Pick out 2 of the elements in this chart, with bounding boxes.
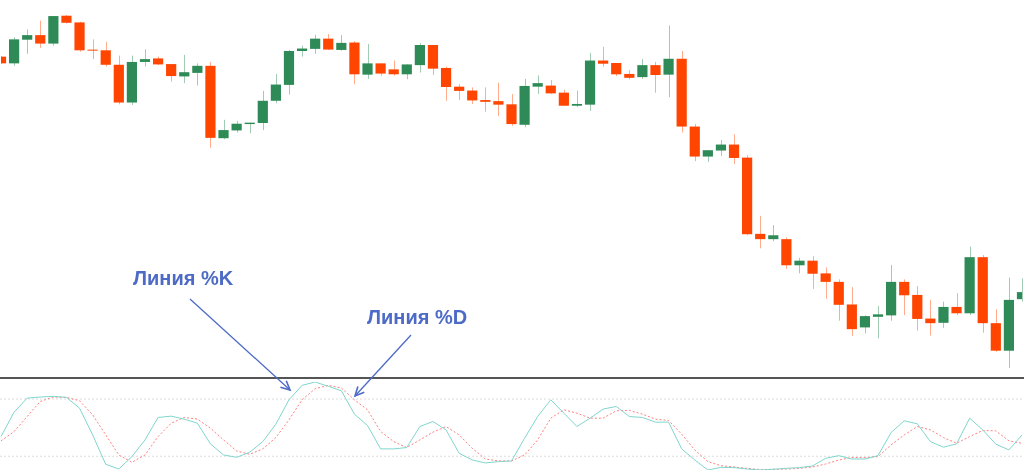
text: Линия %D — [367, 306, 468, 329]
text: Линия %K — [133, 267, 234, 290]
